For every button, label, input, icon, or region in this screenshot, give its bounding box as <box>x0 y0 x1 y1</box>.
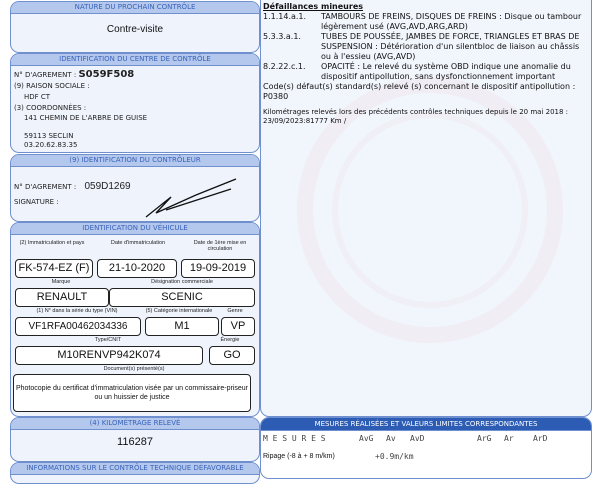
coord-label: (3) COORDONNÉES : <box>14 104 87 112</box>
raison-value: HDF CT <box>24 93 51 101</box>
raison-label: (9) RAISON SOCIALE : <box>14 82 90 90</box>
col-ard: ArD <box>533 434 548 443</box>
km-history: Kilométrages relevés lors des précédents… <box>263 108 569 125</box>
cat-value: M1 <box>145 317 219 336</box>
vehicle-header: IDENTIFICATION DU VÉHICULE <box>11 223 259 235</box>
date-immat-label: Date d'immatriculation <box>110 240 166 246</box>
center-panel: IDENTIFICATION DU CENTRE DE CONTRÔLE N° … <box>10 53 260 153</box>
col-avd: AvD <box>410 434 425 443</box>
docs-label: Document(s) présenté(s) <box>103 366 165 372</box>
km-header: (4) KILOMÉTRAGE RELEVÉ <box>11 418 259 430</box>
first-date-value: 19-09-2019 <box>181 259 255 278</box>
measures-title: M E S U R E S <box>263 434 326 443</box>
energie-value: GO <box>209 346 255 365</box>
type-value: M10RENVP942K074 <box>15 346 203 365</box>
agrement-label: N° D'AGREMENT : <box>14 71 77 79</box>
immat-label: (2) Immatriculation et pays <box>19 240 85 246</box>
cat-label: (5) Catégorie internationale <box>145 308 213 314</box>
type-label: Type/CNIT <box>94 337 122 343</box>
center-agrement: S059F508 <box>78 69 135 80</box>
phone: 03.20.62.83.35 <box>24 141 78 149</box>
energie-label: Énergie <box>220 337 240 343</box>
next-control-panel: NATURE DU PROCHAIN CONTRÔLE Contre-visit… <box>10 1 260 53</box>
measures-panel: MESURES RÉALISÉES ET VALEURS LIMITES COR… <box>260 417 592 479</box>
center-header: IDENTIFICATION DU CENTRE DE CONTRÔLE <box>11 54 259 66</box>
info-panel: INFORMATIONS SUR LE CONTRÔLE TECHNIQUE D… <box>10 462 260 484</box>
measures-header: MESURES RÉALISÉES ET VALEURS LIMITES COR… <box>261 418 591 431</box>
controller-panel: (9) IDENTIFICATION DU CONTRÔLEUR N° D'AG… <box>10 154 260 222</box>
col-av: Av <box>386 434 396 443</box>
city: 59113 SECLIN <box>24 132 74 140</box>
marque-label: Marque <box>51 279 71 285</box>
controller-agrement: 059D1269 <box>84 181 131 192</box>
defects-title: Défaillances mineures <box>263 2 364 11</box>
defect-item: 1.1.14.a.1. TAMBOURS DE FREINS, DISQUES D… <box>263 12 582 31</box>
defect-item: 8.2.22.c.1. OPACITÉ : Le relevé du systèm… <box>263 62 571 81</box>
km-panel: (4) KILOMÉTRAGE RELEVÉ 116287 <box>10 417 260 462</box>
designation-label: Désignation commerciale <box>151 279 213 285</box>
docs-value: Photocopie du certificat d'immatriculati… <box>13 374 251 412</box>
designation-value: SCENIC <box>109 288 255 307</box>
next-control-value: Contre-visite <box>106 24 164 35</box>
defects-panel: Défaillances mineures 1.1.14.a.1. TAMBOUR… <box>260 0 592 417</box>
vin-value: VF1RFA00462034336 <box>15 317 141 336</box>
genre-label: Genre <box>227 308 243 314</box>
first-date-label: Date de 1ère mise en circulation <box>193 240 247 252</box>
km-value: 116287 <box>117 436 153 448</box>
defect-codes: Code(s) défaut(s) standard(s) relevé (s)… <box>263 82 576 101</box>
ripage-label: Ripage (-8 à + 8 m/km) <box>263 453 335 460</box>
genre-value: VP <box>221 317 255 336</box>
controller-agrement-label: N° D'AGREMENT : <box>14 183 77 191</box>
ripage-value: +0.9m/km <box>375 452 414 461</box>
defect-item: 5.3.3.a.1. TUBES DE POUSSÉE, JAMBES DE FO… <box>263 32 580 61</box>
date-immat-value: 21-10-2020 <box>97 259 177 278</box>
marque-value: RENAULT <box>15 288 109 307</box>
next-control-header: NATURE DU PROCHAIN CONTRÔLE <box>11 2 259 14</box>
vehicle-panel: IDENTIFICATION DU VÉHICULE (2) Immatricu… <box>10 222 260 417</box>
address: 141 CHEMIN DE L'ARBRE DE GUISE <box>24 114 148 122</box>
immat-value: FK-574-EZ (F) <box>15 259 93 278</box>
signature <box>145 178 237 218</box>
col-arg: ArG <box>477 434 492 443</box>
vin-label: (1) N° dans la série du type (VIN) <box>36 308 118 314</box>
col-ar: Ar <box>504 434 514 443</box>
col-avg: AvG <box>359 434 374 443</box>
info-header: INFORMATIONS SUR LE CONTRÔLE TECHNIQUE D… <box>11 463 259 475</box>
signature-label: SIGNATURE : <box>14 198 59 206</box>
controller-header: (9) IDENTIFICATION DU CONTRÔLEUR <box>11 155 259 167</box>
